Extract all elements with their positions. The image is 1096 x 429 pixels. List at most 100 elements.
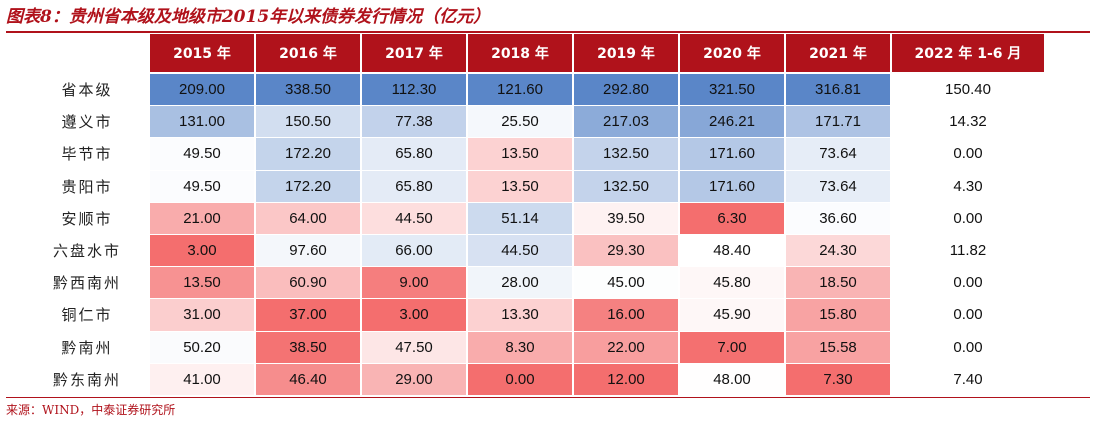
data-cell: 39.50 [574, 202, 678, 234]
row-label: 省本级 [26, 74, 148, 106]
data-cell: 48.40 [680, 235, 784, 267]
data-cell: 7.40 [892, 363, 1044, 395]
data-cell: 29.00 [362, 363, 466, 395]
data-cell: 65.80 [362, 138, 466, 170]
data-cell: 9.00 [362, 267, 466, 299]
data-cell: 0.00 [468, 363, 572, 395]
data-cell: 8.30 [468, 331, 572, 363]
data-cell: 44.50 [468, 235, 572, 267]
data-cell: 150.50 [256, 106, 360, 138]
column-header: 2016 年 [256, 34, 360, 72]
data-cell: 316.81 [786, 74, 890, 106]
data-cell: 246.21 [680, 106, 784, 138]
data-cell: 45.90 [680, 299, 784, 331]
data-cell: 38.50 [256, 331, 360, 363]
data-cell: 0.00 [892, 299, 1044, 331]
column-header: 2020 年 [680, 34, 784, 72]
data-cell: 31.00 [150, 299, 254, 331]
data-cell: 132.50 [574, 170, 678, 202]
data-cell: 41.00 [150, 363, 254, 395]
data-cell: 121.60 [468, 74, 572, 106]
data-cell: 338.50 [256, 74, 360, 106]
row-label: 遵义市 [26, 106, 148, 138]
column-header: 2018 年 [468, 34, 572, 72]
data-cell: 132.50 [574, 138, 678, 170]
data-cell: 0.00 [892, 331, 1044, 363]
data-cell: 66.00 [362, 235, 466, 267]
column-header: 2022 年 1-6 月 [892, 34, 1044, 72]
column-header: 2015 年 [150, 34, 254, 72]
data-cell: 3.00 [150, 235, 254, 267]
data-cell: 7.30 [786, 363, 890, 395]
data-cell: 150.40 [892, 74, 1044, 106]
source-note: 来源：WIND，中泰证券研究所 [6, 403, 176, 417]
data-cell: 46.40 [256, 363, 360, 395]
data-cell: 172.20 [256, 138, 360, 170]
data-cell: 12.00 [574, 363, 678, 395]
data-cell: 44.50 [362, 202, 466, 234]
data-cell: 49.50 [150, 138, 254, 170]
data-cell: 51.14 [468, 202, 572, 234]
data-cell: 45.80 [680, 267, 784, 299]
data-cell: 172.20 [256, 170, 360, 202]
data-cell: 13.50 [468, 138, 572, 170]
data-cell: 131.00 [150, 106, 254, 138]
row-label: 安顺市 [26, 202, 148, 234]
data-cell: 0.00 [892, 267, 1044, 299]
data-cell: 13.50 [150, 267, 254, 299]
data-cell: 65.80 [362, 170, 466, 202]
data-cell: 49.50 [150, 170, 254, 202]
data-cell: 77.38 [362, 106, 466, 138]
data-cell: 50.20 [150, 331, 254, 363]
data-cell: 11.82 [892, 235, 1044, 267]
data-cell: 3.00 [362, 299, 466, 331]
data-cell: 171.71 [786, 106, 890, 138]
data-cell: 22.00 [574, 331, 678, 363]
data-cell: 0.00 [892, 138, 1044, 170]
data-cell: 321.50 [680, 74, 784, 106]
data-cell: 24.30 [786, 235, 890, 267]
data-cell: 217.03 [574, 106, 678, 138]
data-cell: 15.80 [786, 299, 890, 331]
row-label: 贵阳市 [26, 170, 148, 202]
row-label: 黔南州 [26, 331, 148, 363]
data-cell: 13.50 [468, 170, 572, 202]
row-label: 铜仁市 [26, 299, 148, 331]
data-cell: 13.30 [468, 299, 572, 331]
data-cell: 7.00 [680, 331, 784, 363]
data-cell: 73.64 [786, 138, 890, 170]
data-cell: 4.30 [892, 170, 1044, 202]
chart-title: 图表8：贵州省本级及地级市2015年以来债券发行情况（亿元） [6, 7, 491, 27]
data-cell: 48.00 [680, 363, 784, 395]
data-cell: 97.60 [256, 235, 360, 267]
data-cell: 14.32 [892, 106, 1044, 138]
data-cell: 171.60 [680, 170, 784, 202]
data-cell: 47.50 [362, 331, 466, 363]
data-cell: 6.30 [680, 202, 784, 234]
row-label: 黔东南州 [26, 363, 148, 395]
row-label: 毕节市 [26, 138, 148, 170]
data-cell: 45.00 [574, 267, 678, 299]
data-cell: 29.30 [574, 235, 678, 267]
column-header: 2017 年 [362, 34, 466, 72]
data-cell: 21.00 [150, 202, 254, 234]
data-cell: 37.00 [256, 299, 360, 331]
source-rule [6, 397, 1090, 398]
data-cell: 18.50 [786, 267, 890, 299]
column-header: 2019 年 [574, 34, 678, 72]
data-cell: 112.30 [362, 74, 466, 106]
data-cell: 292.80 [574, 74, 678, 106]
data-cell: 73.64 [786, 170, 890, 202]
data-cell: 0.00 [892, 202, 1044, 234]
data-cell: 28.00 [468, 267, 572, 299]
data-cell: 36.60 [786, 202, 890, 234]
title-underline [6, 31, 1090, 33]
row-label: 六盘水市 [26, 235, 148, 267]
data-cell: 16.00 [574, 299, 678, 331]
data-cell: 209.00 [150, 74, 254, 106]
column-header: 2021 年 [786, 34, 890, 72]
data-cell: 60.90 [256, 267, 360, 299]
data-cell: 64.00 [256, 202, 360, 234]
data-cell: 25.50 [468, 106, 572, 138]
data-cell: 171.60 [680, 138, 784, 170]
